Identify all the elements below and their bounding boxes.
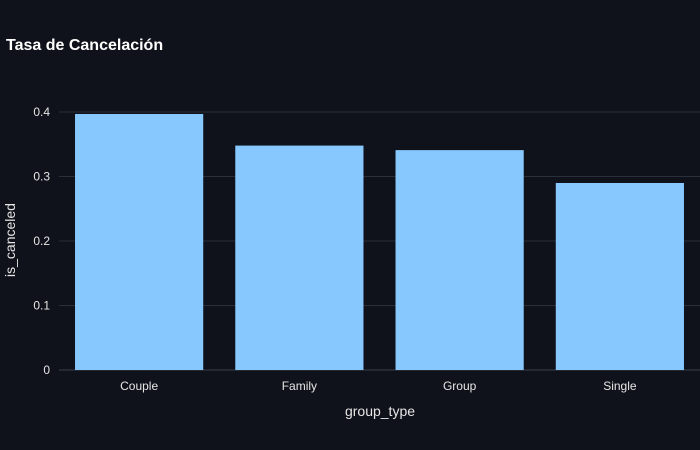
y-axis-title: is_canceled [2, 203, 18, 277]
y-tick-label: 0.3 [33, 170, 50, 184]
x-axis-title: group_type [345, 403, 415, 419]
x-tick-label-group: Group [443, 379, 477, 393]
bar-family [235, 145, 364, 370]
x-tick-label-single: Single [603, 379, 637, 393]
y-axis-ticks: 0 0.1 0.2 0.3 0.4 [33, 105, 50, 377]
x-tick-label-couple: Couple [120, 379, 158, 393]
bar-single [555, 182, 684, 370]
y-tick-label: 0.2 [33, 234, 50, 248]
y-tick-label: 0.4 [33, 105, 50, 119]
chart-title: Tasa de Cancelación [6, 37, 163, 54]
bar-couple [75, 113, 204, 370]
bar-group [395, 150, 524, 370]
y-tick-label: 0.1 [33, 299, 50, 313]
y-tick-label: 0 [43, 363, 50, 377]
x-axis-ticks: Couple Family Group Single [120, 379, 637, 393]
x-tick-label-family: Family [282, 379, 317, 393]
bars [75, 113, 684, 370]
